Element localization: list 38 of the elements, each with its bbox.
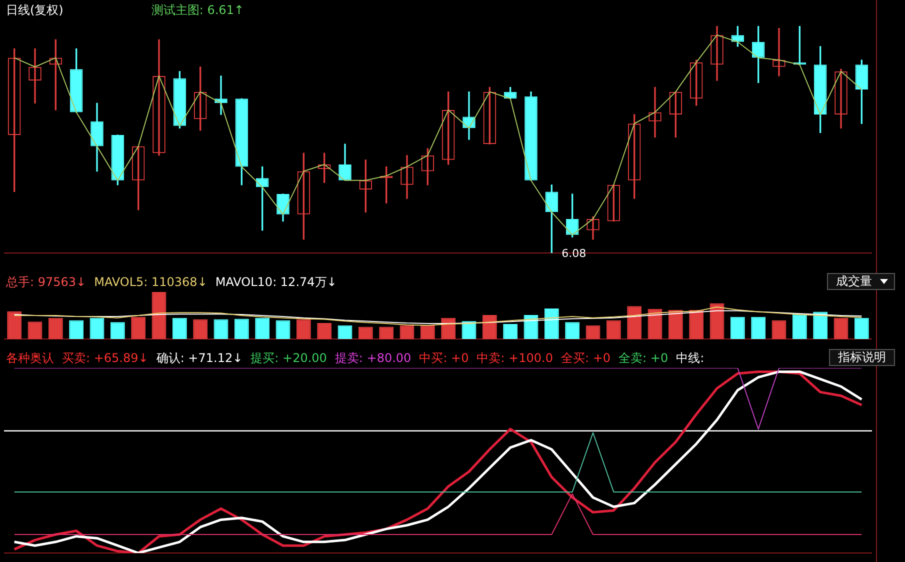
text: MAVOL10: 12.74万↓ xyxy=(215,275,337,289)
chart-title: 成交量 xyxy=(827,273,895,290)
bar xyxy=(482,315,497,339)
bar xyxy=(7,311,22,339)
bar xyxy=(668,310,683,339)
bar xyxy=(751,316,766,339)
chart-title: 指标说明 xyxy=(829,349,895,366)
text: 提卖: +80.00 xyxy=(334,351,412,365)
text: 各种奥认 xyxy=(6,351,54,365)
text: 测试主图: 6.61↑ xyxy=(151,3,244,17)
text: MAVOL5: 110368↓ xyxy=(94,275,208,289)
bar xyxy=(813,312,828,339)
chart-title: 日线(复权) xyxy=(6,3,64,17)
bar xyxy=(710,303,724,339)
text: 全卖: +0 xyxy=(618,351,668,365)
bar xyxy=(234,318,249,339)
annotation: 6.08 xyxy=(562,246,586,260)
bar xyxy=(48,318,63,339)
text: 提买: +20.00 xyxy=(250,351,327,365)
bar xyxy=(730,316,745,339)
bar xyxy=(854,318,869,339)
text: 中线: xyxy=(676,351,704,365)
text: 中卖: +100.0 xyxy=(476,351,553,365)
text: 确认: +71.12↓ xyxy=(156,351,243,365)
bar xyxy=(90,318,104,339)
bar xyxy=(152,292,166,339)
bar xyxy=(544,308,559,339)
bar xyxy=(172,318,187,339)
bar xyxy=(131,316,146,339)
bar xyxy=(689,310,704,339)
bar xyxy=(792,314,807,339)
text: 总手: 97563↓ xyxy=(6,275,86,289)
bar xyxy=(627,306,642,339)
text: 全买: +0 xyxy=(561,351,611,365)
bar xyxy=(441,318,456,339)
text: 中买: +0 xyxy=(419,351,469,365)
text: 买卖: +65.89↓ xyxy=(62,351,148,365)
bar xyxy=(834,318,848,339)
